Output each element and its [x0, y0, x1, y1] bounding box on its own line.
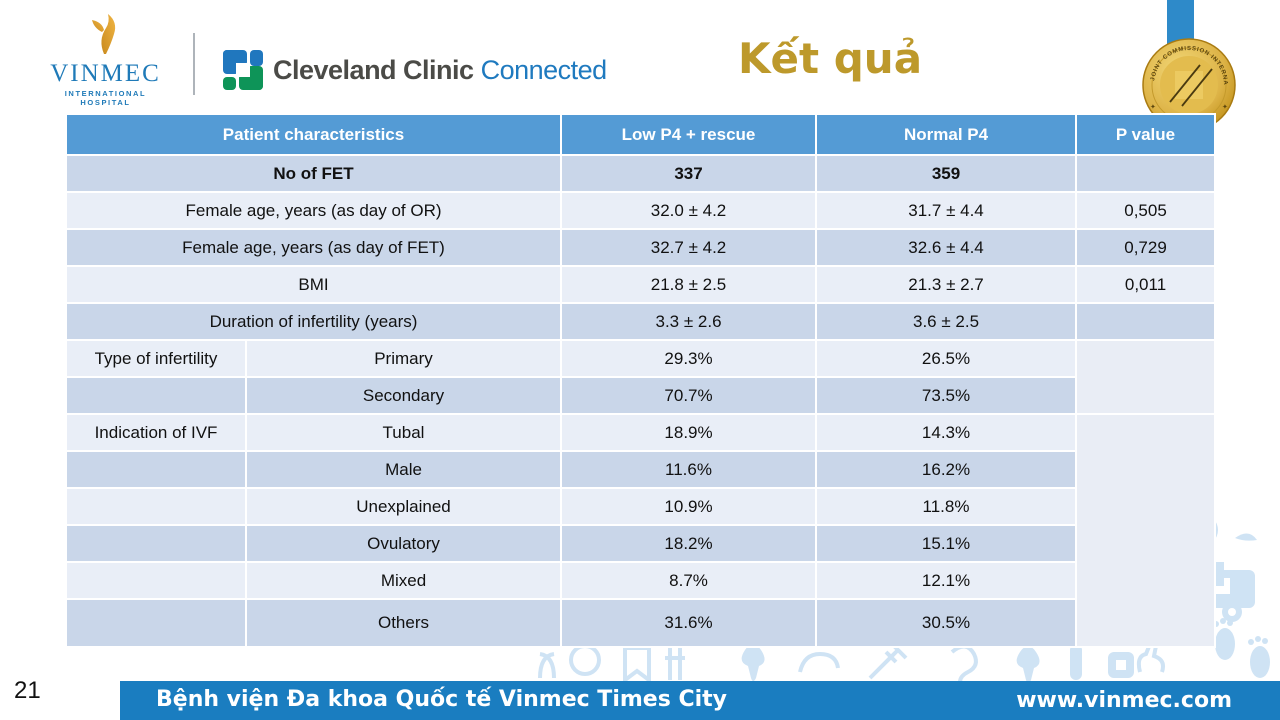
low-p4-value-cell: 10.9%	[560, 487, 818, 526]
p-value-cell	[1075, 413, 1217, 648]
results-table-container: Patient characteristics Low P4 + rescue No…	[64, 113, 1217, 648]
low-p4-value-cell: 29.3%	[560, 339, 818, 378]
p-value-cell: 0,505	[1075, 191, 1217, 230]
cleveland-connected-label: Connected	[480, 54, 608, 85]
table-row: Female age, years (as day of OR) 32.0 ± 4…	[64, 191, 1217, 230]
normal-p4-value-cell: 14.3%	[815, 413, 1078, 452]
logo-divider	[193, 33, 195, 95]
footer-website: www.vinmec.com	[1016, 688, 1232, 713]
normal-p4-value-cell: 359	[815, 154, 1078, 193]
subcategory-cell: Unexplained	[244, 487, 563, 526]
column-header: Normal P4	[815, 113, 1078, 156]
characteristic-cell: Female age, years (as day of OR)	[64, 191, 563, 230]
normal-p4-value-cell: 16.2%	[815, 450, 1078, 489]
vinmec-logo-subtitle: INTERNATIONAL HOSPITAL	[64, 89, 147, 107]
category-cell: Indication of IVF	[65, 413, 247, 452]
characteristic-cell: No of FET	[64, 154, 563, 193]
table-row: No of FET 337 359	[64, 154, 1217, 193]
p-value-cell	[1075, 339, 1217, 415]
low-p4-value-cell: 32.0 ± 4.2	[560, 191, 818, 230]
normal-p4-value-cell: 30.5%	[815, 598, 1078, 648]
svg-text:✦: ✦	[1222, 103, 1228, 111]
table-row: Ovulatory 18.2% 15.1%	[65, 524, 1215, 563]
vinmec-logo-text: VINMEC	[50, 60, 161, 87]
subcategory-cell: Others	[244, 598, 563, 648]
table-row: Secondary 70.7% 73.5%	[65, 376, 1215, 415]
svg-text:✦: ✦	[1150, 103, 1156, 111]
table-row: Others 31.6% 30.5%	[65, 598, 1215, 648]
cleveland-clinic-name: Cleveland Clinic	[273, 54, 474, 85]
table-row: Female age, years (as day of FET) 32.7 ± …	[64, 228, 1217, 267]
table-row: Duration of infertility (years) 3.3 ± 2.6…	[64, 302, 1217, 341]
normal-p4-value-cell: 12.1%	[815, 561, 1078, 600]
normal-p4-value-cell: 15.1%	[815, 524, 1078, 563]
results-table: Patient characteristics Low P4 + rescue No…	[64, 113, 1217, 648]
normal-p4-value-cell: 26.5%	[815, 339, 1078, 378]
table-row: Mixed 8.7% 12.1%	[65, 561, 1215, 600]
characteristic-cell: Duration of infertility (years)	[64, 302, 563, 341]
table-row: Unexplained 10.9% 11.8%	[65, 487, 1215, 526]
table-row: Indication of IVF Tubal 18.9% 14.3%	[65, 413, 1217, 648]
p-value-cell: 0,729	[1075, 228, 1217, 267]
normal-p4-value-cell: 31.7 ± 4.4	[815, 191, 1078, 230]
p-value-cell	[1075, 302, 1217, 341]
page-number: 21	[14, 677, 41, 704]
normal-p4-value-cell: 11.8%	[815, 487, 1078, 526]
cleveland-clinic-icon	[223, 50, 263, 90]
low-p4-value-cell: 32.7 ± 4.2	[560, 228, 818, 267]
vinmec-bird-icon	[91, 14, 115, 54]
subcategory-cell: Ovulatory	[244, 524, 563, 563]
category-cell: Type of infertility	[65, 339, 247, 378]
low-p4-value-cell: 21.8 ± 2.5	[560, 265, 818, 304]
category-cell	[65, 524, 247, 563]
category-cell	[65, 561, 247, 600]
cleveland-clinic-logo: Cleveland Clinic Connected	[223, 50, 607, 90]
subcategory-cell: Tubal	[244, 413, 563, 452]
footer-hospital-name: Bệnh viện Đa khoa Quốc tế Vinmec Times C…	[156, 687, 728, 712]
table-row: Type of infertility Primary 29.3% 26.5%	[65, 339, 1217, 415]
slide-title: Kết quả	[738, 34, 923, 83]
low-p4-value-cell: 3.3 ± 2.6	[560, 302, 818, 341]
footer-bar: Bệnh viện Đa khoa Quốc tế Vinmec Times C…	[120, 681, 1280, 720]
subcategory-cell: Mixed	[244, 561, 563, 600]
normal-p4-value-cell: 21.3 ± 2.7	[815, 265, 1078, 304]
normal-p4-value-cell: 3.6 ± 2.5	[815, 302, 1078, 341]
low-p4-value-cell: 18.9%	[560, 413, 818, 452]
low-p4-value-cell: 11.6%	[560, 450, 818, 489]
category-cell	[65, 598, 247, 648]
low-p4-value-cell: 337	[560, 154, 818, 193]
characteristic-cell: BMI	[64, 265, 563, 304]
column-header: Patient characteristics	[64, 113, 563, 156]
p-value-cell	[1075, 154, 1217, 193]
category-cell	[65, 487, 247, 526]
p-value-cell: 0,011	[1075, 265, 1217, 304]
low-p4-value-cell: 31.6%	[560, 598, 818, 648]
column-header: P value	[1075, 113, 1217, 156]
characteristic-cell: Female age, years (as day of FET)	[64, 228, 563, 267]
cleveland-clinic-wordmark: Cleveland Clinic Connected	[273, 55, 607, 86]
category-cell	[65, 376, 247, 415]
subcategory-cell: Male	[244, 450, 563, 489]
subcategory-cell: Secondary	[244, 376, 563, 415]
normal-p4-value-cell: 73.5%	[815, 376, 1078, 415]
category-cell	[65, 450, 247, 489]
low-p4-value-cell: 8.7%	[560, 561, 818, 600]
column-header: Low P4 + rescue	[560, 113, 818, 156]
jci-medal-icon: JOINT COMMISSION INTERNATIONAL ✦ ✦	[1142, 35, 1236, 132]
vinmec-logo: VINMEC INTERNATIONAL HOSPITAL	[38, 12, 173, 107]
low-p4-value-cell: 70.7%	[560, 376, 818, 415]
normal-p4-value-cell: 32.6 ± 4.4	[815, 228, 1078, 267]
table-row: Male 11.6% 16.2%	[65, 450, 1215, 489]
table-row: BMI 21.8 ± 2.5 21.3 ± 2.7 0,011	[64, 265, 1217, 304]
low-p4-value-cell: 18.2%	[560, 524, 818, 563]
subcategory-cell: Primary	[244, 339, 563, 378]
